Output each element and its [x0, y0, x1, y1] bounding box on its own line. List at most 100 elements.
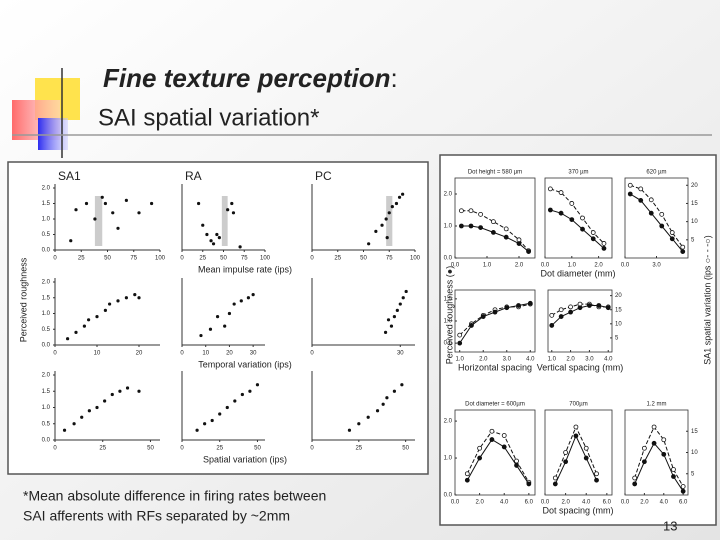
x-tick-label: 0.0	[621, 263, 630, 269]
filled-point	[549, 323, 555, 328]
data-point	[255, 383, 260, 387]
x-tick-label: 0	[53, 351, 57, 357]
x-tick-label: 4.0	[582, 500, 591, 506]
open-point	[661, 437, 667, 443]
x-tick-label: 0	[53, 256, 57, 262]
data-point	[401, 192, 405, 196]
open-point	[503, 226, 509, 232]
panel-frame	[454, 177, 536, 259]
figure-right-frame	[439, 154, 717, 526]
data-point	[239, 299, 243, 303]
panel-title: 700µm	[569, 402, 587, 408]
data-point	[95, 315, 99, 319]
open-point	[671, 467, 676, 472]
x-tick-label: 0.0	[621, 500, 630, 506]
panel-label: RA	[185, 169, 202, 183]
filled-point	[514, 463, 519, 468]
data-point	[248, 389, 252, 393]
data-point	[397, 195, 402, 199]
y-tick-label: 1.5	[42, 389, 51, 395]
y2-tick-label: 5	[691, 237, 695, 243]
data-point	[95, 405, 99, 410]
filled-point	[458, 223, 464, 229]
open-point	[669, 230, 675, 235]
filled-point	[478, 225, 484, 231]
data-point	[80, 415, 84, 419]
data-point	[116, 299, 120, 303]
filled-point	[468, 223, 474, 229]
x-tick-label: 0	[180, 446, 184, 452]
open-point	[594, 471, 599, 477]
filled-point	[558, 210, 564, 216]
panel-label: PC	[315, 169, 332, 183]
x-tick-label: 0.0	[451, 263, 460, 269]
data-point	[87, 318, 91, 322]
data-point	[392, 389, 396, 393]
panel-title: Dot height = 580 µm	[468, 170, 522, 176]
x-axis-label: Temporal variation (ips)	[198, 359, 292, 369]
filled-point	[527, 300, 533, 306]
x-tick-label: 1.0	[483, 263, 492, 269]
filled-point	[648, 210, 654, 216]
data-point	[100, 195, 104, 199]
x-tick-label: 0.0	[541, 500, 550, 506]
open-point	[632, 475, 638, 481]
data-point	[208, 327, 213, 331]
filled-point	[641, 459, 647, 465]
data-point	[72, 422, 76, 426]
filled-point	[558, 314, 564, 319]
data-point	[103, 399, 107, 403]
open-point	[627, 182, 633, 188]
data-point	[230, 201, 234, 206]
data-point	[211, 242, 216, 246]
panel-frame	[454, 289, 536, 353]
data-point	[150, 201, 154, 206]
x-tick-label: 2.0	[594, 263, 603, 269]
open-point	[477, 445, 483, 451]
filled-point	[661, 451, 667, 457]
open-point	[651, 424, 657, 430]
data-point	[401, 296, 405, 300]
y-tick-label: 0.0	[42, 438, 51, 444]
y-tick-label: 1.0	[42, 217, 51, 223]
y-tick-label: 0.5	[444, 341, 453, 347]
data-point	[103, 201, 107, 206]
data-point	[74, 208, 78, 212]
panel-title: 620 µm	[646, 170, 666, 176]
data-point	[238, 245, 242, 249]
y-tick-label: 2.0	[444, 192, 453, 198]
data-point	[137, 211, 141, 215]
filled-line	[634, 442, 684, 492]
data-point	[226, 208, 230, 212]
x-tick-label: 4.0	[604, 357, 613, 363]
data-point	[205, 232, 209, 237]
data-point	[385, 396, 389, 400]
x-tick-label: 20	[136, 351, 143, 357]
y2-tick-label: 20	[615, 293, 622, 299]
x-tick-label: 2.0	[566, 357, 575, 363]
x-tick-label: 4.0	[526, 357, 535, 363]
filled-point	[632, 481, 638, 487]
x-tick-label: 0	[310, 446, 314, 452]
filled-point	[577, 305, 583, 311]
y-tick-label: 0.5	[42, 421, 51, 427]
open-point	[558, 307, 564, 313]
data-point	[357, 422, 361, 426]
panel-frame	[544, 177, 613, 259]
x-tick-label: 0	[180, 351, 184, 357]
open-point	[590, 230, 596, 235]
open-point	[457, 332, 463, 338]
filled-point	[596, 303, 602, 308]
x-tick-label: 2.0	[475, 500, 484, 506]
open-point	[552, 475, 558, 481]
x-tick-label: 0.0	[541, 263, 550, 269]
filled-point	[457, 340, 463, 346]
filled-point	[480, 314, 486, 319]
data-point	[233, 399, 237, 403]
y-tick-label: 0.5	[42, 327, 51, 333]
open-point	[563, 450, 569, 455]
y-tick-label: 2.0	[42, 186, 51, 192]
x-tick-label: 1.0	[456, 357, 465, 363]
open-point	[680, 484, 686, 489]
x-tick-label: 25	[334, 256, 341, 262]
